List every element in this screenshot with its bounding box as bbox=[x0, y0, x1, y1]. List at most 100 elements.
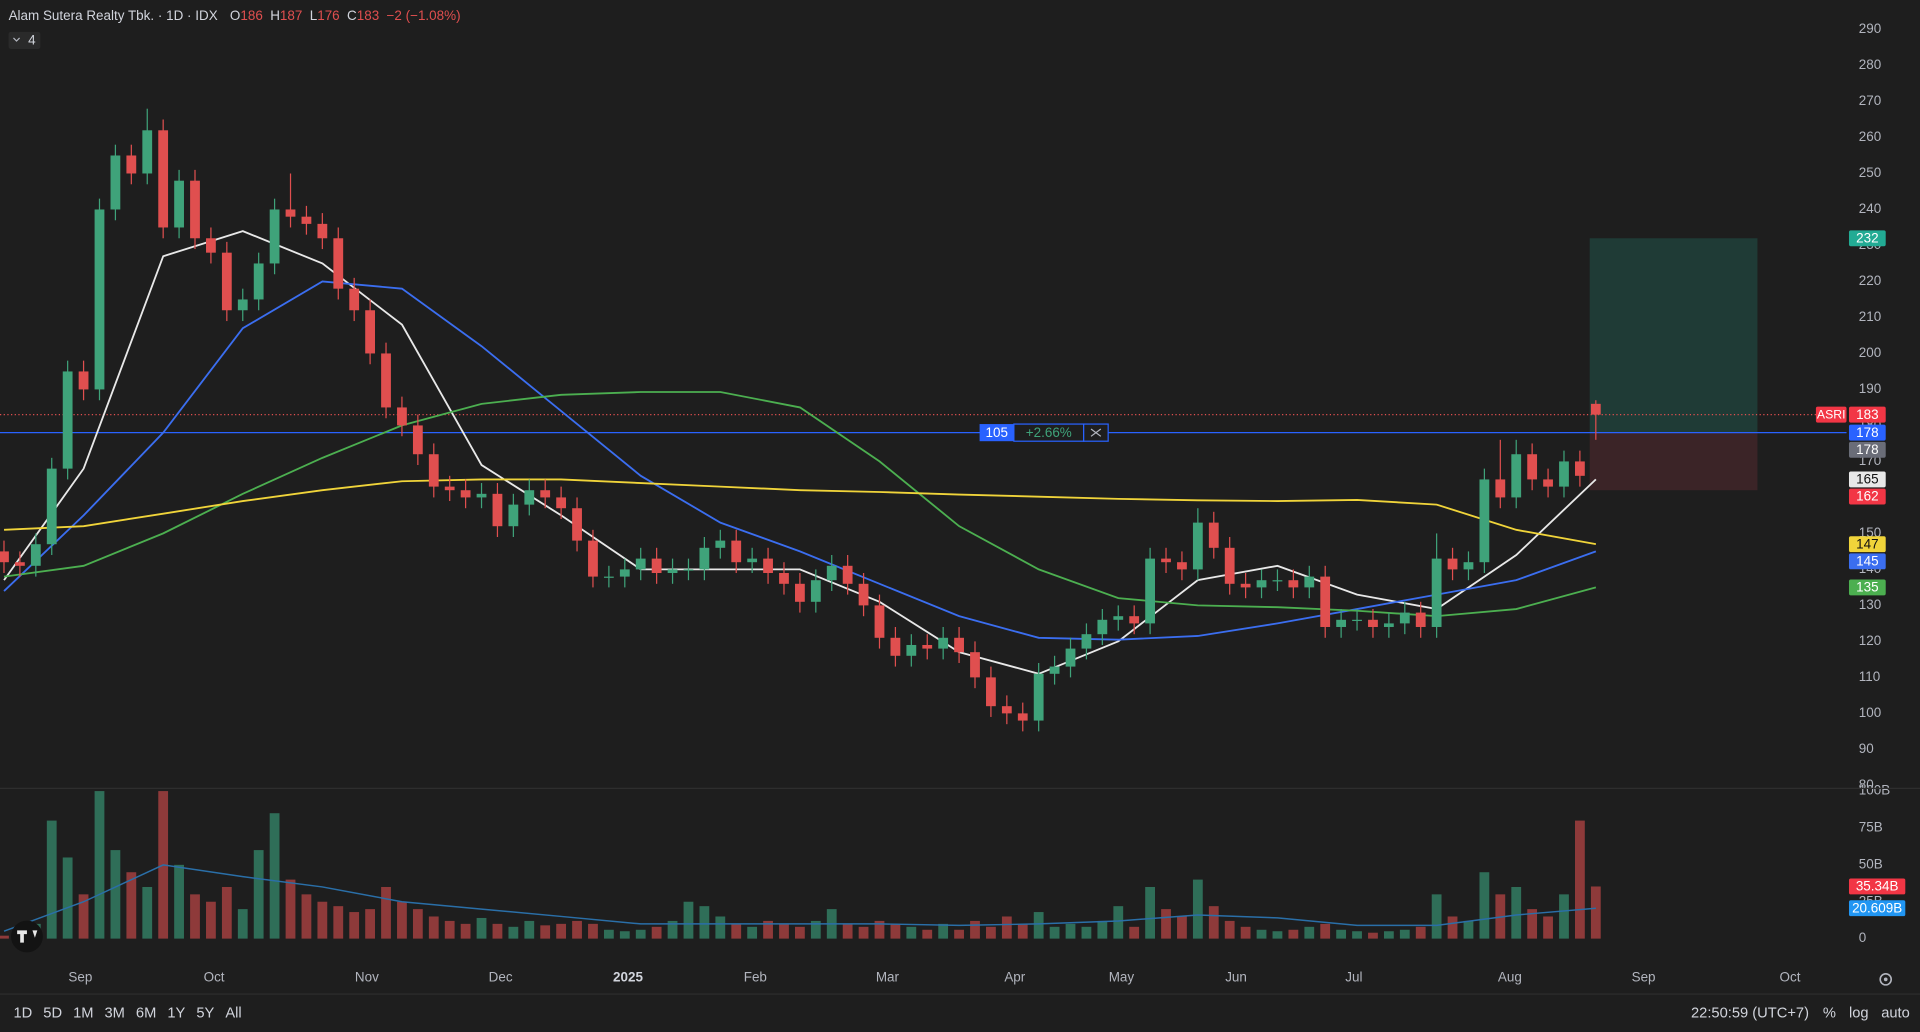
y-tick-label: 210 bbox=[1859, 309, 1881, 324]
candle-body bbox=[1399, 612, 1410, 624]
volume-bar bbox=[699, 906, 710, 939]
price-tag-label: 147 bbox=[1856, 536, 1878, 551]
candle-body bbox=[1590, 403, 1601, 415]
tv-logo[interactable] bbox=[11, 920, 43, 953]
volume-bar bbox=[619, 931, 630, 939]
settings-button[interactable] bbox=[1879, 973, 1893, 986]
close-value: 183 bbox=[357, 7, 379, 22]
clock: 22:50:59 (UTC+7) bbox=[1691, 1006, 1809, 1022]
ticker-tag bbox=[1815, 406, 1847, 423]
indicators-toggle[interactable]: 4 bbox=[8, 31, 41, 49]
volume-bar bbox=[635, 929, 646, 939]
moving-average-line bbox=[3, 230, 1597, 675]
volume-bar bbox=[1161, 909, 1171, 939]
volume-bar bbox=[954, 929, 964, 939]
volume-bar bbox=[110, 850, 121, 939]
candle-body bbox=[333, 238, 344, 289]
close-button[interactable] bbox=[1083, 423, 1109, 442]
volume-bar bbox=[715, 916, 726, 939]
volume-bar bbox=[747, 926, 758, 939]
volume-bar bbox=[206, 901, 216, 939]
candle-body bbox=[779, 573, 789, 584]
candle-body bbox=[572, 508, 582, 541]
legend-header: Alam Sutera Realty Tbk. · 1D · IDX O186 H1… bbox=[9, 7, 461, 22]
volume-bar bbox=[78, 894, 89, 939]
price-tag bbox=[1848, 488, 1886, 505]
volume-bar bbox=[126, 872, 137, 939]
candle-body bbox=[795, 583, 805, 602]
price-tag-label: 135 bbox=[1856, 580, 1878, 595]
gear-icon[interactable] bbox=[1879, 973, 1893, 986]
candle-body bbox=[1033, 673, 1044, 721]
candle-body bbox=[1383, 623, 1394, 627]
volume-bar bbox=[492, 923, 503, 939]
volume-bar bbox=[986, 926, 996, 939]
candle-body bbox=[476, 493, 487, 498]
candle-body bbox=[667, 569, 678, 574]
volume-bar bbox=[285, 879, 296, 939]
volume-bar bbox=[1320, 923, 1331, 939]
logo-circle[interactable] bbox=[11, 920, 43, 953]
range-button[interactable]: 5Y bbox=[196, 1006, 214, 1022]
candle-body bbox=[1320, 576, 1331, 627]
candle-body bbox=[62, 371, 73, 469]
y-tick-label: 220 bbox=[1859, 273, 1881, 288]
symbol-name: Alam Sutera Realty Tbk. · 1D · IDX bbox=[9, 7, 218, 22]
volume-bar bbox=[1383, 931, 1394, 939]
candle-body bbox=[190, 180, 200, 239]
candle-body bbox=[1543, 479, 1553, 487]
volume-bar bbox=[667, 920, 678, 939]
range-button[interactable]: 1Y bbox=[167, 1006, 185, 1022]
volume-bar bbox=[1256, 929, 1267, 939]
log-toggle[interactable]: log bbox=[1849, 1006, 1869, 1022]
range-button[interactable]: 1M bbox=[73, 1006, 93, 1022]
candle-body bbox=[174, 180, 184, 228]
x-tick-label: Jun bbox=[1225, 970, 1247, 985]
candle-body bbox=[1495, 479, 1506, 498]
close-icon bbox=[1090, 428, 1102, 437]
chevron-icon bbox=[13, 37, 21, 42]
candle-body bbox=[412, 425, 423, 455]
percent-toggle[interactable]: % bbox=[1823, 1006, 1836, 1022]
candle-body bbox=[365, 310, 375, 354]
y-tick-label: 260 bbox=[1859, 129, 1881, 144]
candle-body bbox=[1113, 616, 1124, 620]
volume-bar bbox=[683, 901, 694, 939]
volume-bar bbox=[349, 912, 360, 939]
volume-bar bbox=[1001, 916, 1012, 939]
x-tick-label: Jul bbox=[1345, 970, 1362, 985]
volume-bar bbox=[190, 894, 200, 939]
candle-body bbox=[1527, 454, 1538, 480]
range-button[interactable]: 5D bbox=[43, 1006, 62, 1022]
candle-body bbox=[460, 490, 471, 498]
candle-body bbox=[986, 677, 996, 707]
candle-body bbox=[110, 155, 121, 210]
candle-body bbox=[1129, 616, 1140, 624]
x-tick-label: Sep bbox=[1632, 970, 1656, 985]
toggle-box[interactable] bbox=[8, 31, 41, 49]
y-tick-label: 270 bbox=[1859, 93, 1881, 108]
price-tag-label: 165 bbox=[1856, 472, 1878, 487]
price-tag bbox=[1848, 536, 1886, 553]
candle-body bbox=[206, 238, 216, 253]
volume-bar bbox=[365, 909, 375, 939]
candle-body bbox=[317, 223, 328, 239]
high-value: 187 bbox=[280, 7, 302, 22]
volume-bar bbox=[174, 864, 184, 939]
x-tick-label: Aug bbox=[1498, 970, 1522, 985]
y-tick-label: 110 bbox=[1859, 669, 1880, 684]
range-button[interactable]: 1D bbox=[13, 1006, 32, 1022]
quantity-box[interactable] bbox=[979, 424, 1014, 442]
y-tick-label: 150 bbox=[1859, 525, 1881, 540]
volume-bar bbox=[1272, 931, 1283, 939]
candle-body bbox=[588, 540, 598, 577]
candle-body bbox=[142, 130, 153, 174]
price-tag bbox=[1848, 553, 1886, 570]
range-button[interactable]: All bbox=[225, 1006, 241, 1022]
range-button[interactable]: 6M bbox=[136, 1006, 156, 1022]
range-button[interactable]: 3M bbox=[105, 1006, 125, 1022]
volume-bar bbox=[62, 857, 73, 939]
candle-body bbox=[970, 652, 980, 678]
volume-bar bbox=[428, 916, 439, 939]
auto-toggle[interactable]: auto bbox=[1881, 1006, 1910, 1022]
